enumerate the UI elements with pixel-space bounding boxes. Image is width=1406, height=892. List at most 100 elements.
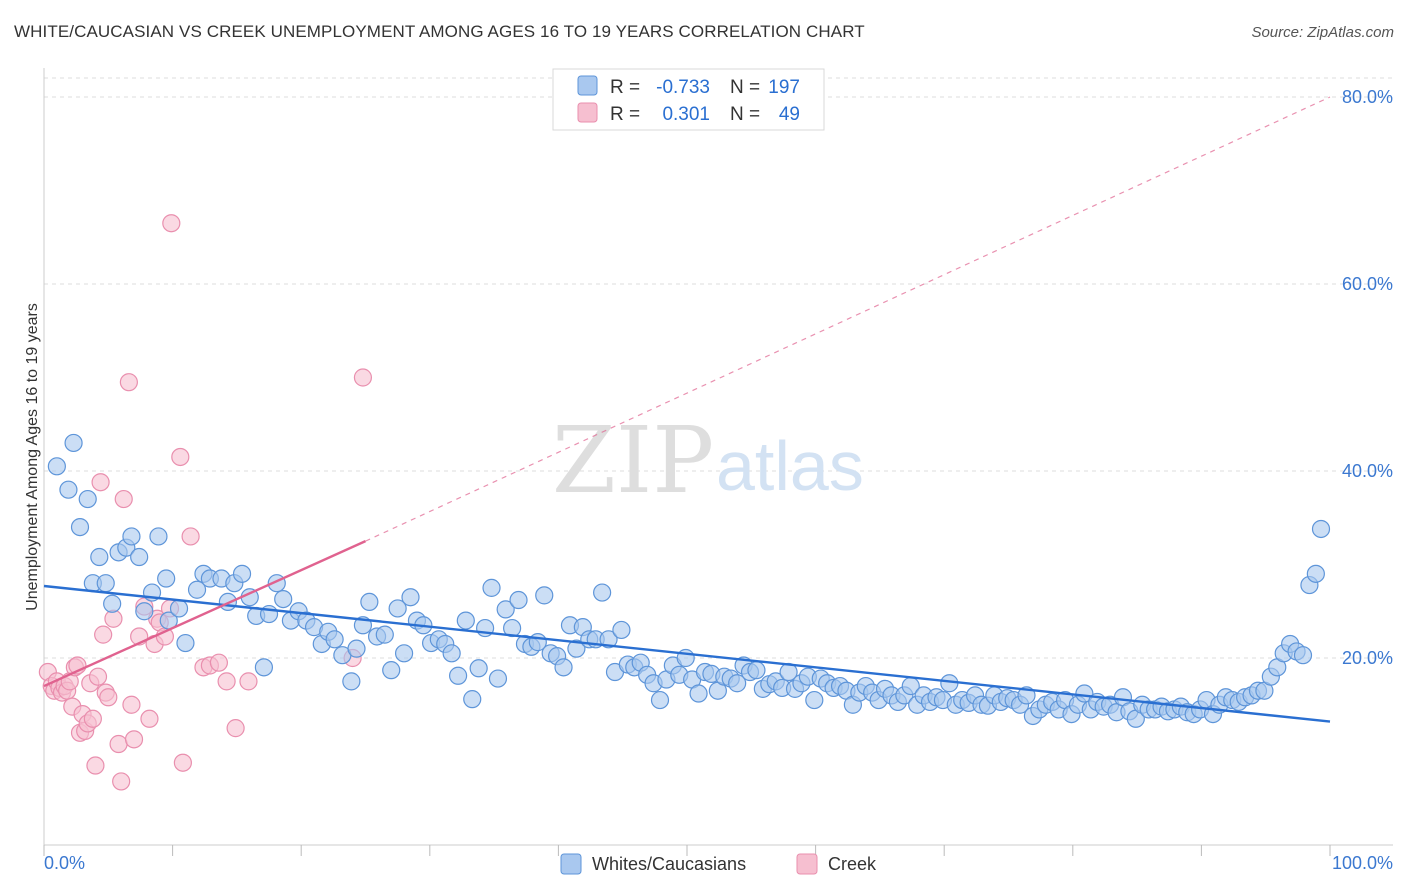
series-legend: Whites/Caucasians Creek (560, 853, 877, 875)
white-point-82 (612, 620, 631, 640)
legend-n-value-1: 197 (768, 77, 800, 98)
white-point-50 (401, 588, 420, 607)
white-point-190 (1306, 564, 1325, 583)
x-tick-label-right: 100.0% (1332, 853, 1393, 873)
legend-whites-label: Whites/Caucasians (592, 854, 746, 874)
legend-n-label-1: N = (730, 77, 760, 98)
legend-n-value-2: 49 (779, 104, 800, 125)
white-point-6 (90, 547, 109, 567)
white-point-12 (130, 547, 149, 567)
creek-point-28 (119, 373, 138, 392)
creek-point-48 (239, 672, 258, 691)
creek-point-41 (173, 753, 192, 772)
creek-point-27 (114, 489, 133, 509)
white-point-1 (59, 480, 78, 499)
white-point-47 (382, 661, 401, 680)
white-point-94 (689, 684, 708, 703)
white-point-16 (157, 569, 176, 588)
legend-pink-swatch (577, 102, 598, 123)
y-axis-label: Unemployment Among Ages 16 to 19 years (24, 303, 41, 611)
creek-point-17 (83, 709, 102, 728)
legend-creek-label: Creek (828, 854, 877, 874)
white-point-44 (360, 592, 379, 612)
white-point-60 (469, 659, 488, 678)
white-point-88 (650, 690, 670, 710)
white-point-57 (448, 666, 468, 685)
y-tick-label-40: 40.0% (1342, 461, 1393, 481)
white-point-8 (103, 594, 122, 613)
creek-point-24 (104, 609, 123, 628)
white-point-39 (325, 630, 344, 649)
y-tick-labels: 20.0% 40.0% 60.0% 80.0% (1342, 87, 1393, 668)
white-point-103 (747, 661, 766, 680)
white-point-73 (554, 658, 573, 677)
white-point-26 (232, 564, 252, 583)
white-point-66 (509, 590, 528, 610)
white-point-42 (347, 639, 366, 658)
creek-point-25 (109, 734, 128, 754)
white-points (47, 433, 1331, 728)
creek-point-39 (162, 214, 181, 233)
creek-trend-line (43, 540, 366, 688)
white-point-64 (496, 600, 515, 619)
creek-point-18 (86, 756, 105, 775)
creek-point-33 (140, 709, 159, 728)
white-point-15 (149, 527, 168, 546)
white-point-154 (1075, 684, 1094, 703)
creek-point-40 (171, 447, 190, 467)
creek-point-26 (112, 772, 131, 791)
white-point-49 (394, 644, 414, 663)
creek-point-45 (209, 653, 228, 672)
white-point-13 (135, 602, 154, 621)
legend-creek-swatch (796, 853, 818, 875)
white-point-58 (456, 611, 475, 630)
white-point-2 (64, 433, 83, 453)
creek-point-30 (124, 730, 144, 749)
legend-r-label-1: R = (610, 77, 640, 98)
white-point-0 (47, 457, 66, 476)
white-point-18 (169, 599, 189, 618)
white-point-11 (122, 527, 141, 546)
x-tick-label-left: 0.0% (44, 853, 85, 873)
white-point-65 (503, 618, 522, 638)
creek-trend-extension (365, 96, 1331, 542)
creek-point-47 (226, 719, 245, 738)
legend-r-label-2: R = (610, 104, 640, 125)
stats-legend: R = -0.733 N = 197 R = 0.301 N = 49 (552, 68, 825, 131)
y-tick-label-80: 80.0% (1342, 87, 1393, 107)
white-point-191 (1311, 519, 1331, 539)
white-point-75 (567, 639, 586, 658)
watermark-zip: ZIP (552, 407, 714, 514)
white-point-63 (488, 669, 508, 688)
trend-lines (43, 96, 1331, 723)
chart-title: WHITE/CAUCASIAN VS CREEK UNEMPLOYMENT AM… (14, 22, 865, 41)
white-point-112 (805, 690, 824, 710)
legend-whites-swatch (560, 853, 582, 875)
creek-point-21 (94, 625, 113, 644)
legend-blue-swatch (577, 75, 598, 96)
white-point-48 (388, 599, 407, 618)
white-point-3 (70, 517, 90, 537)
watermark-atlas: atlas (716, 427, 864, 505)
creek-point-50 (353, 368, 373, 387)
creek-point-20 (91, 473, 110, 492)
white-trend-line (43, 584, 1331, 723)
creek-points (38, 214, 373, 791)
white-point-7 (96, 574, 115, 593)
watermark: ZIP atlas (552, 407, 864, 514)
legend-n-label-2: N = (730, 104, 760, 125)
white-point-19 (176, 633, 195, 653)
creek-point-46 (217, 672, 236, 691)
creek-point-19 (88, 667, 108, 686)
white-point-80 (599, 630, 618, 649)
white-point-70 (535, 586, 554, 605)
creek-point-29 (122, 695, 141, 714)
white-point-20 (187, 580, 207, 599)
white-point-56 (442, 644, 461, 663)
white-point-32 (274, 589, 293, 609)
x-tick-0: 0.0% (44, 853, 85, 873)
y-tick-label-60: 60.0% (1342, 274, 1393, 294)
creek-point-23 (99, 688, 118, 707)
white-point-41 (342, 672, 361, 691)
